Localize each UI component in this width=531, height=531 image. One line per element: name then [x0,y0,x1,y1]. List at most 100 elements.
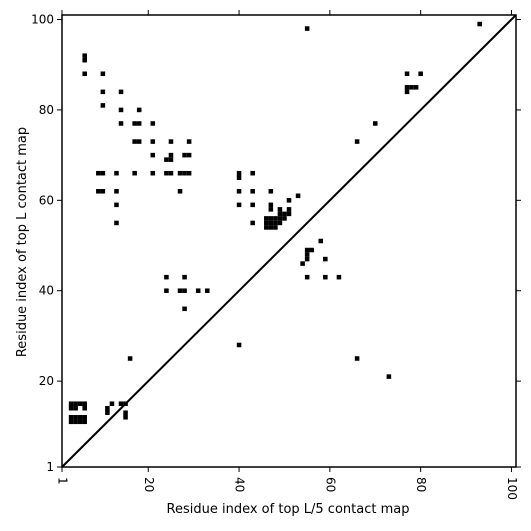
contact-point [477,21,482,27]
contact-point [82,71,87,77]
contact-point [304,26,310,31]
contact-point [236,342,242,348]
contact-point [105,410,110,416]
x-tick-label: 40 [233,477,247,492]
contact-point [264,225,269,230]
contact-point [318,238,324,244]
contact-point [68,415,74,420]
contact-point [118,121,124,126]
contact-point [118,107,124,113]
contact-point [150,152,156,158]
contact-point [250,202,255,208]
x-tick-label: 20 [142,477,156,492]
contact-point [273,216,278,221]
contact-point [82,57,87,63]
contact-point [96,189,101,194]
contact-point [236,202,242,208]
contact-point [304,274,310,280]
contact-point [304,247,310,253]
contact-point [114,189,119,194]
contact-point [168,139,174,144]
contact-point [150,121,156,126]
contact-point [286,211,292,217]
contact-point [195,288,201,293]
contact-point [282,211,287,217]
contact-point [68,405,74,411]
contact-point [100,189,106,194]
contact-point [268,225,274,230]
contact-point [82,405,87,411]
contact-point [73,401,78,406]
x-tick-label: 60 [323,477,337,492]
contact-point [132,139,137,144]
x-tick-label: 1 [56,477,70,485]
contact-point [264,220,269,226]
contact-point [418,71,423,77]
contact-point [186,170,192,176]
contact-point [164,170,169,176]
contact-point [127,356,133,361]
contact-point [100,89,106,95]
contact-point [96,170,101,176]
contact-point [186,139,192,144]
contact-point [182,274,187,280]
x-tick-label: 80 [414,477,428,492]
contact-point [336,274,342,280]
x-axis-title: Residue index of top L/5 contact map [167,502,410,517]
y-tick-label: 1 [46,460,54,474]
contact-point [372,121,378,126]
contact-point [304,252,310,257]
y-tick-label: 60 [39,193,54,207]
y-tick-label: 100 [31,13,54,27]
contact-point [132,170,137,176]
points-layer [68,21,482,425]
contact-point [100,71,106,77]
contact-point [136,107,142,113]
contact-point [409,85,414,90]
contact-point [150,170,156,176]
contact-point [164,288,169,293]
contact-point [205,288,210,293]
contact-point [273,220,278,226]
diagonal-line [61,14,517,468]
contact-point [150,139,156,144]
x-tick-label: 100 [505,477,519,500]
contact-point [404,89,410,95]
contact-point [413,85,419,90]
contact-point [168,157,174,162]
contact-point [82,419,87,425]
y-tick-label: 80 [39,103,54,117]
contact-point [82,415,87,420]
contact-point [286,207,292,212]
contact-point [268,189,274,194]
contact-point [123,415,128,420]
contact-point [114,220,119,226]
contact-point [168,152,174,158]
contact-point [164,157,169,162]
contact-point [236,189,242,194]
y-tick-label: 20 [39,374,54,388]
plot-frame [61,14,517,468]
contact-point [309,247,314,253]
contact-point [182,152,187,158]
contact-point [73,419,78,425]
contact-point [277,207,283,212]
contact-point [273,225,278,230]
contact-point [304,256,310,262]
contact-point [268,202,274,208]
contact-point [136,139,142,144]
contact-point [236,175,242,180]
contact-point [114,202,119,208]
contact-point [136,121,142,126]
contact-point [300,261,305,266]
contact-point [100,170,106,176]
contact-point [323,274,328,280]
contact-point [105,405,110,411]
contact-point [182,306,187,312]
contact-point [250,189,255,194]
contact-point [109,401,115,406]
contact-point [236,170,242,176]
contact-point [404,71,410,77]
contact-point [77,401,83,406]
